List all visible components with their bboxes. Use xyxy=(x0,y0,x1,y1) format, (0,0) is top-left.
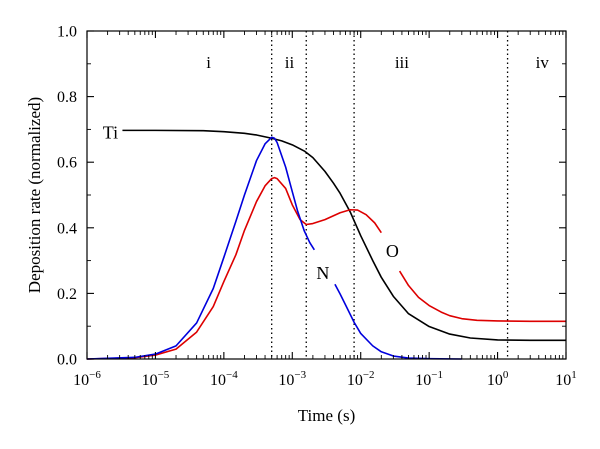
region-label: iv xyxy=(536,53,550,72)
axis-ticks xyxy=(86,30,567,360)
y-tick-label: 0.2 xyxy=(57,286,77,303)
y-tick-label: 0.6 xyxy=(57,155,77,172)
region-label: ii xyxy=(285,53,295,72)
series-line-n xyxy=(334,283,462,360)
y-tick-label: 0.0 xyxy=(57,352,77,369)
y-tick-label: 1.0 xyxy=(57,24,77,41)
x-tick-label: 10−3 xyxy=(278,369,306,389)
x-tick-label: 10−2 xyxy=(347,369,375,389)
region-label: i xyxy=(206,53,211,72)
x-tick-label: 101 xyxy=(555,369,577,389)
x-tick-label: 10−1 xyxy=(415,369,443,389)
x-tick-label: 10−6 xyxy=(73,369,101,389)
series-line-n xyxy=(86,136,316,360)
y-axis-title: Deposition rate (normalized) xyxy=(25,97,44,293)
series-label-ti: Ti xyxy=(103,123,118,143)
y-tick-label: 0.8 xyxy=(57,89,77,106)
x-axis-title: Time (s) xyxy=(298,406,355,425)
x-tick-label: 10−5 xyxy=(142,369,170,389)
chart-labels: 10−6 10−5 10−4 10−3 10−2 10−1 100 101 0.0 0.2 0.4 0… xyxy=(57,24,577,390)
x-tick-label: 10−4 xyxy=(210,369,238,389)
x-tick-label: 100 xyxy=(487,369,509,389)
region-label: iii xyxy=(395,53,409,72)
series-layer xyxy=(86,129,566,360)
region-boundaries xyxy=(271,31,509,359)
y-tick-label: 0.4 xyxy=(57,220,77,237)
series-label-o: O xyxy=(386,241,399,261)
series-line-o xyxy=(86,176,382,360)
series-label-n: N xyxy=(316,263,329,283)
series-line-ti xyxy=(122,129,566,342)
plot-frame xyxy=(86,30,567,360)
series-line-o xyxy=(398,270,566,323)
